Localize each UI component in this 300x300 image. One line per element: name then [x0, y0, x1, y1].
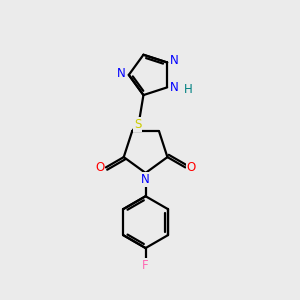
Text: O: O: [95, 161, 105, 174]
Text: N: N: [141, 173, 150, 186]
Text: F: F: [142, 259, 149, 272]
Text: N: N: [170, 55, 179, 68]
Text: O: O: [187, 161, 196, 174]
Text: N: N: [117, 67, 126, 80]
Text: S: S: [134, 118, 141, 131]
Text: N: N: [170, 81, 179, 94]
Text: H: H: [184, 83, 193, 96]
